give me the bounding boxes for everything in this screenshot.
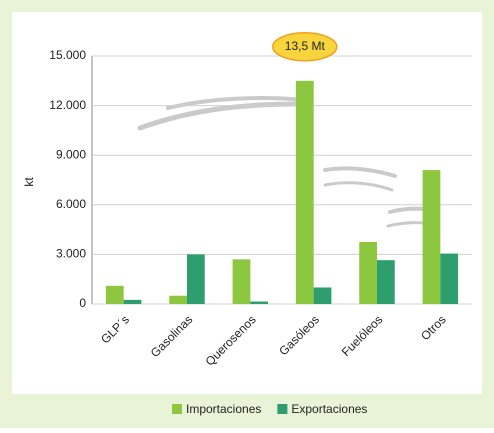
bar (359, 242, 377, 304)
bar (422, 170, 441, 304)
bar (169, 295, 187, 304)
y-tick-label: 9.000 (56, 147, 86, 161)
legend-swatch (172, 404, 182, 414)
y-tick-label: 6.000 (56, 197, 86, 211)
plot-panel (12, 12, 482, 394)
bar (440, 253, 459, 304)
bar (295, 80, 314, 304)
bar (105, 285, 124, 304)
y-tick-label: 0 (79, 296, 86, 310)
y-tick-label: 3.000 (56, 247, 86, 261)
annotation-bubble (272, 32, 338, 62)
bar (123, 299, 142, 304)
bar (187, 254, 205, 304)
bar (232, 259, 251, 304)
legend-swatch (277, 404, 288, 414)
bar (313, 287, 332, 304)
decoration (137, 96, 434, 228)
bar (377, 260, 395, 304)
annotation: 13,5 Mt (285, 39, 326, 53)
y-axis-label: kt (22, 177, 36, 187)
y-tick-label: 15.000 (49, 48, 86, 62)
legend-label: Exportaciones (291, 402, 367, 416)
bar (250, 301, 269, 304)
legend-label: Importaciones (186, 402, 261, 416)
y-tick-label: 12.000 (49, 98, 86, 112)
